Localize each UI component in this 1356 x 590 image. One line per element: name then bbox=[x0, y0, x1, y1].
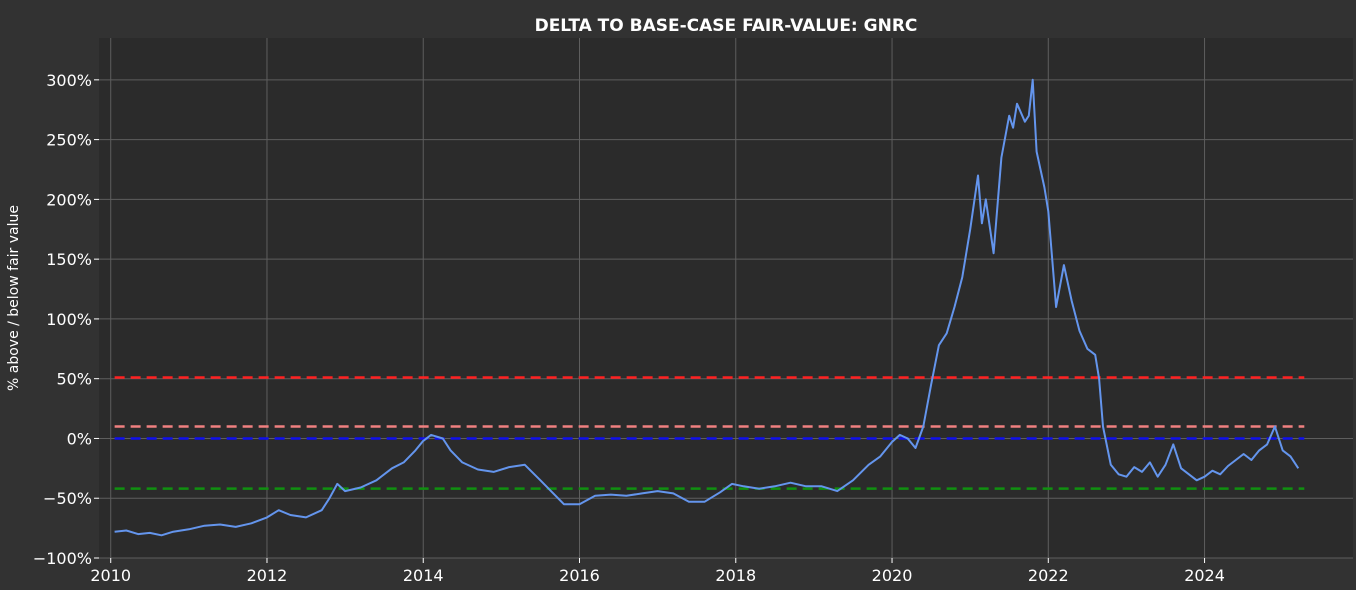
y-tick-label: −50% bbox=[43, 489, 92, 508]
x-tick-label: 2018 bbox=[715, 566, 756, 585]
x-tick-label: 2024 bbox=[1184, 566, 1225, 585]
y-tick-label: 100% bbox=[46, 310, 92, 329]
y-tick-label: −100% bbox=[33, 549, 92, 568]
x-tick-label: 2014 bbox=[403, 566, 444, 585]
y-tick-label: 50% bbox=[56, 370, 92, 389]
y-tick-label: 0% bbox=[67, 429, 92, 448]
x-axis-ticks: 2010 2012 2014 2016 2018 2020 2022 2024 bbox=[90, 558, 1225, 585]
x-tick-label: 2020 bbox=[872, 566, 913, 585]
x-tick-label: 2022 bbox=[1028, 566, 1069, 585]
y-tick-label: 200% bbox=[46, 190, 92, 209]
x-tick-label: 2016 bbox=[559, 566, 600, 585]
y-tick-label: 150% bbox=[46, 250, 92, 269]
series-line bbox=[114, 78, 1300, 537]
y-axis-ticks: −100% −50% 0% 50% 100% 150% 200% 250% 300% bbox=[33, 71, 99, 568]
chart-title: DELTA TO BASE-CASE FAIR-VALUE: GNRC bbox=[535, 16, 918, 36]
y-tick-label: 300% bbox=[46, 71, 92, 90]
plot-area bbox=[99, 38, 1353, 558]
reference-lines bbox=[114, 376, 1305, 490]
y-tick-label: 250% bbox=[46, 131, 92, 150]
x-tick-label: 2010 bbox=[90, 566, 131, 585]
x-tick-label: 2012 bbox=[247, 566, 288, 585]
y-axis-label: % above / below fair value bbox=[6, 205, 22, 391]
series-group bbox=[114, 78, 1300, 537]
